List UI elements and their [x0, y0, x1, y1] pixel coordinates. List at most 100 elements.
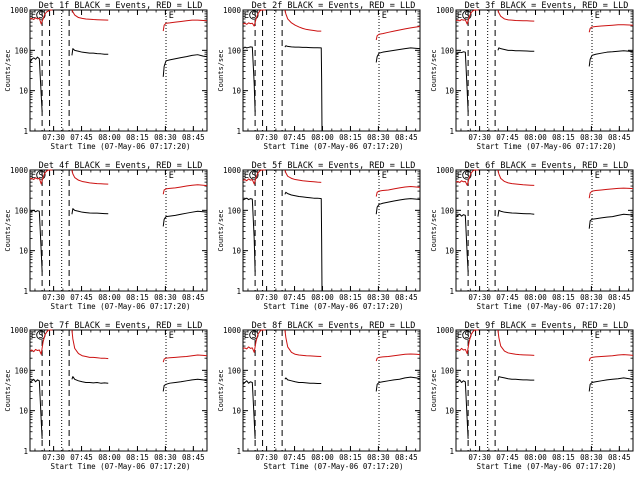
- chart-svg: Det 3f BLACK = Events, RED = LLD 1 10 100 10…: [430, 1, 634, 151]
- series-events-line: [162, 378, 208, 392]
- x-tick-label: 07:30: [42, 133, 65, 142]
- y-tick-label: 1000: [436, 6, 455, 15]
- annotation-label: E: [595, 11, 600, 21]
- y-tick-label: 10: [232, 407, 242, 416]
- detector-panel-5: Det 5f BLACK = Events, RED = LLD 1 10 100 10…: [213, 160, 426, 320]
- x-axis-label: Start Time (07-May-06 07:17:20): [51, 142, 191, 151]
- y-axis-label: Counts/sec: [217, 49, 225, 91]
- annotation-label: E: [31, 171, 36, 181]
- y-tick-label: 1: [449, 127, 454, 136]
- x-tick-label: 08:00: [98, 293, 121, 302]
- x-axis-label: Start Time (07-May-06 07:17:20): [264, 302, 404, 311]
- x-tick-label: 08:15: [552, 133, 575, 142]
- y-tick-label: 100: [227, 46, 241, 55]
- chart-title: Det 2f BLACK = Events, RED = LLD: [252, 1, 416, 11]
- annotation-label: E: [457, 171, 462, 181]
- chart-title: Det 1f BLACK = Events, RED = LLD: [39, 1, 203, 11]
- chart-svg: Det 8f BLACK = Events, RED = LLD 1 10 100 10…: [217, 321, 421, 471]
- series-events-line: [375, 198, 421, 215]
- annotation-label: S: [38, 11, 43, 21]
- y-tick-label: 1: [23, 127, 28, 136]
- y-tick-label: 1000: [10, 6, 29, 15]
- x-tick-label: 07:45: [283, 133, 306, 142]
- y-tick-label: 10: [445, 407, 455, 416]
- chart-svg: Det 2f BLACK = Events, RED = LLD 1 10 100 10…: [217, 1, 421, 151]
- series-events-line: [284, 45, 323, 132]
- series-events-line: [242, 380, 256, 439]
- y-tick-label: 1: [23, 287, 28, 296]
- x-tick-label: 07:45: [496, 133, 519, 142]
- x-tick-label: 07:45: [496, 293, 519, 302]
- x-tick-label: 08:15: [126, 293, 149, 302]
- annotation-label: S: [251, 331, 256, 341]
- x-tick-label: 08:15: [126, 453, 149, 462]
- y-tick-label: 100: [440, 46, 454, 55]
- detector-panel-9: Det 9f BLACK = Events, RED = LLD 1 10 100 10…: [426, 320, 639, 480]
- y-tick-label: 10: [19, 247, 29, 256]
- x-tick-label: 07:30: [42, 453, 65, 462]
- x-axis-label: Start Time (07-May-06 07:17:20): [477, 462, 617, 471]
- annotation-label: E: [169, 331, 174, 341]
- detector-panel-4: Det 4f BLACK = Events, RED = LLD 1 10 100 10…: [0, 160, 213, 320]
- series-events-line: [455, 213, 469, 272]
- x-tick-label: 07:30: [468, 453, 491, 462]
- y-axis-label: Counts/sec: [217, 369, 225, 411]
- chart-svg: Det 9f BLACK = Events, RED = LLD 1 10 100 10…: [430, 321, 634, 471]
- y-tick-label: 10: [19, 407, 29, 416]
- series-lld-line: [29, 169, 53, 185]
- x-tick-label: 08:45: [395, 293, 418, 302]
- y-tick-label: 100: [14, 366, 28, 375]
- x-tick-label: 08:30: [367, 133, 390, 142]
- y-tick-label: 1000: [223, 166, 242, 175]
- chart-title: Det 7f BLACK = Events, RED = LLD: [39, 321, 203, 331]
- y-tick-label: 10: [445, 247, 455, 256]
- x-tick-label: 07:45: [70, 453, 93, 462]
- series-lld-line: [284, 9, 322, 32]
- series-lld-line: [455, 329, 479, 355]
- x-tick-label: 08:30: [154, 453, 177, 462]
- x-axis-label: Start Time (07-May-06 07:17:20): [477, 142, 617, 151]
- x-tick-label: 08:00: [524, 293, 547, 302]
- series-lld-line: [455, 169, 479, 186]
- detector-panel-8: Det 8f BLACK = Events, RED = LLD 1 10 100 10…: [213, 320, 426, 480]
- annotation-label: E: [382, 331, 387, 341]
- x-tick-label: 07:30: [468, 293, 491, 302]
- chart-title: Det 6f BLACK = Events, RED = LLD: [465, 161, 629, 171]
- y-tick-label: 1000: [223, 6, 242, 15]
- annotation-label: E: [244, 171, 249, 181]
- series-lld-line: [284, 329, 322, 358]
- y-axis-label: Counts/sec: [4, 49, 12, 91]
- annotation-label: S: [251, 171, 256, 181]
- annotation-label: S: [38, 171, 43, 181]
- series-lld-line: [375, 185, 421, 197]
- series-events-line: [284, 377, 322, 385]
- x-axis-label: Start Time (07-May-06 07:17:20): [477, 302, 617, 311]
- chart-svg: Det 4f BLACK = Events, RED = LLD 1 10 100 10…: [4, 161, 208, 311]
- series-lld-line: [242, 169, 266, 185]
- series-events-line: [162, 54, 208, 77]
- x-tick-label: 08:00: [524, 453, 547, 462]
- x-axis-label: Start Time (07-May-06 07:17:20): [264, 142, 404, 151]
- y-tick-label: 1: [449, 447, 454, 456]
- series-lld-line: [588, 24, 634, 33]
- annotation-label: E: [31, 11, 36, 21]
- y-tick-label: 1000: [223, 326, 242, 335]
- annotation-ring: [36, 170, 46, 180]
- plot-frame: [242, 9, 421, 132]
- x-tick-label: 08:45: [608, 453, 631, 462]
- y-axis-label: Counts/sec: [4, 369, 12, 411]
- y-axis-label: Counts/sec: [217, 209, 225, 251]
- series-lld-line: [162, 354, 208, 363]
- y-tick-label: 10: [445, 87, 455, 96]
- y-tick-label: 10: [19, 87, 29, 96]
- annotation-label: E: [169, 11, 174, 21]
- chart-svg: Det 5f BLACK = Events, RED = LLD 1 10 100 10…: [217, 161, 421, 311]
- x-tick-label: 07:45: [283, 453, 306, 462]
- annotation-label: E: [31, 331, 36, 341]
- x-tick-label: 08:00: [311, 453, 334, 462]
- plot-frame: [242, 169, 421, 292]
- chart-title: Det 4f BLACK = Events, RED = LLD: [39, 161, 203, 171]
- y-axis-label: Counts/sec: [430, 209, 438, 251]
- annotation-ring: [462, 170, 472, 180]
- y-tick-label: 100: [14, 46, 28, 55]
